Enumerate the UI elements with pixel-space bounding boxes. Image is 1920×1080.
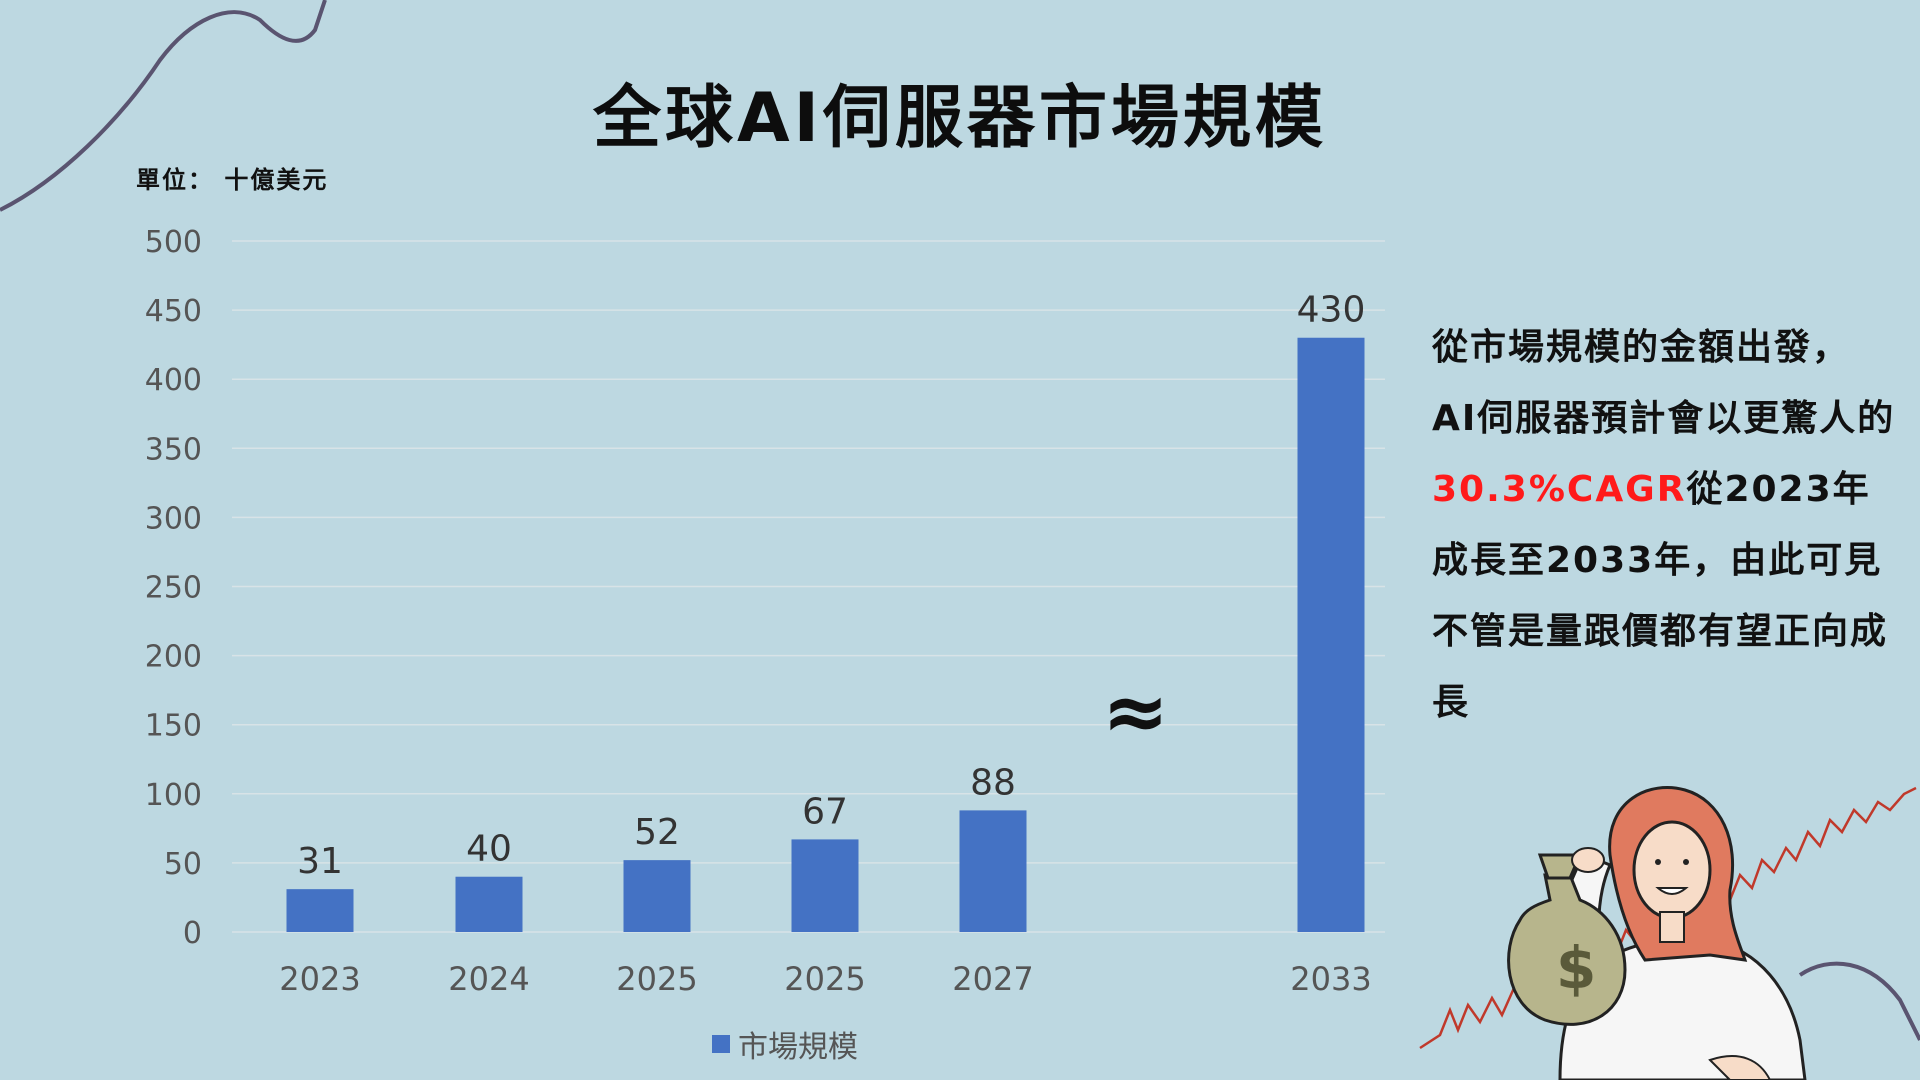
y-tick-label: 400	[145, 363, 202, 398]
y-tick-label: 100	[145, 778, 202, 813]
unit-label: 單位： 十億美元	[136, 166, 329, 194]
description-part2: 從2023年成長至2033年，由此可見不管是量跟價都有望正向成長	[1432, 469, 1889, 723]
chart-bars	[286, 337, 1365, 932]
data-label: 430	[1297, 290, 1366, 331]
y-tick-label: 150	[145, 709, 202, 744]
data-labels: 31 40 52 67 88 430	[297, 290, 1365, 882]
bar	[791, 839, 859, 932]
bar	[1297, 337, 1365, 932]
bar	[623, 860, 691, 932]
y-tick-label: 200	[145, 640, 202, 675]
data-label: 52	[634, 812, 680, 853]
bar	[959, 810, 1027, 932]
bar	[455, 876, 523, 932]
x-tick-label: 2023	[279, 960, 360, 998]
data-label: 31	[297, 841, 343, 882]
description-text: 從市場規模的金額出發， AI伺服器預計會以更驚人的 30.3%CAGR從2023年…	[1432, 312, 1902, 738]
chart-gridlines	[232, 240, 1385, 933]
x-tick-label: 2033	[1290, 960, 1371, 998]
bar	[286, 889, 354, 932]
y-tick-label: 0	[183, 916, 202, 951]
axis-break-symbol: ≈	[1102, 665, 1170, 758]
x-tick-label: 2024	[448, 960, 529, 998]
x-tick-label: 2025	[784, 960, 865, 998]
chart-legend: 市場規模	[712, 1022, 858, 1066]
y-tick-label: 300	[145, 501, 202, 536]
data-label: 88	[970, 762, 1016, 803]
data-label: 67	[802, 791, 848, 832]
y-axis-ticks: 0 50 100 150 200 250 300 350 400 450 500	[145, 225, 202, 951]
legend-swatch	[712, 1035, 730, 1053]
x-tick-label: 2027	[952, 960, 1033, 998]
data-label: 40	[466, 829, 512, 870]
description-part1: 從市場規模的金額出發， AI伺服器預計會以更驚人的	[1432, 327, 1896, 439]
y-tick-label: 500	[145, 225, 202, 260]
page-title: 全球AI伺服器市場規模	[593, 79, 1327, 158]
legend-label: 市場規模	[738, 1030, 858, 1065]
y-tick-label: 450	[145, 294, 202, 329]
x-tick-label: 2025	[616, 960, 697, 998]
svg-text:$: $	[1556, 934, 1596, 1002]
y-tick-label: 250	[145, 571, 202, 606]
cagr-highlight: 30.3%CAGR	[1432, 469, 1687, 510]
y-tick-label: 50	[164, 847, 202, 882]
x-axis-ticks: 2023 2024 2025 2025 2027 2033	[279, 960, 1371, 998]
y-tick-label: 350	[145, 432, 202, 467]
woman-holding-money-bag-icon: $	[1419, 786, 1917, 1080]
